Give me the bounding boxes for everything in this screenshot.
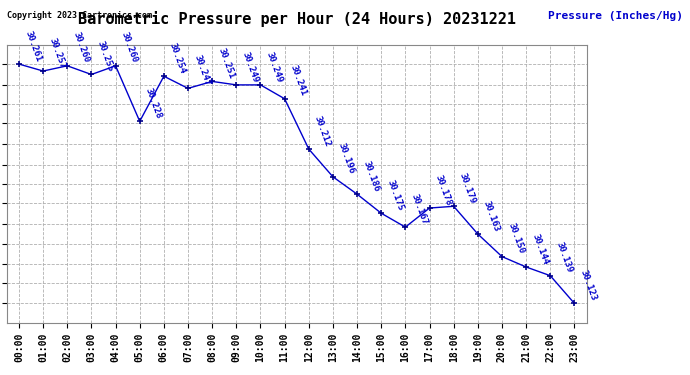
Text: 30.196: 30.196: [337, 142, 357, 176]
Text: 30.260: 30.260: [120, 31, 139, 64]
Text: Barometric Pressure per Hour (24 Hours) 20231221: Barometric Pressure per Hour (24 Hours) …: [78, 11, 515, 27]
Text: 30.186: 30.186: [362, 159, 381, 193]
Text: 30.175: 30.175: [386, 178, 405, 212]
Text: 30.255: 30.255: [96, 40, 115, 73]
Text: 30.257: 30.257: [48, 36, 67, 70]
Text: 30.144: 30.144: [531, 232, 550, 266]
Text: 30.139: 30.139: [555, 241, 574, 274]
Text: Copyright 2023 Cartronics.com: Copyright 2023 Cartronics.com: [7, 11, 152, 20]
Text: 30.261: 30.261: [23, 29, 43, 63]
Text: 30.123: 30.123: [579, 268, 598, 302]
Text: 30.241: 30.241: [289, 64, 308, 98]
Text: 30.254: 30.254: [168, 42, 188, 75]
Text: 30.212: 30.212: [313, 114, 333, 148]
Text: 30.247: 30.247: [193, 54, 212, 87]
Text: Pressure (Inches/Hg): Pressure (Inches/Hg): [548, 11, 683, 21]
Text: 30.179: 30.179: [458, 171, 477, 205]
Text: 30.249: 30.249: [241, 50, 260, 84]
Text: 30.163: 30.163: [482, 199, 502, 232]
Text: 30.249: 30.249: [265, 50, 284, 84]
Text: 30.150: 30.150: [506, 222, 526, 255]
Text: 30.251: 30.251: [217, 46, 236, 80]
Text: 30.228: 30.228: [144, 87, 164, 120]
Text: 30.167: 30.167: [410, 192, 429, 226]
Text: 30.178: 30.178: [434, 173, 453, 207]
Text: 30.260: 30.260: [72, 31, 91, 64]
